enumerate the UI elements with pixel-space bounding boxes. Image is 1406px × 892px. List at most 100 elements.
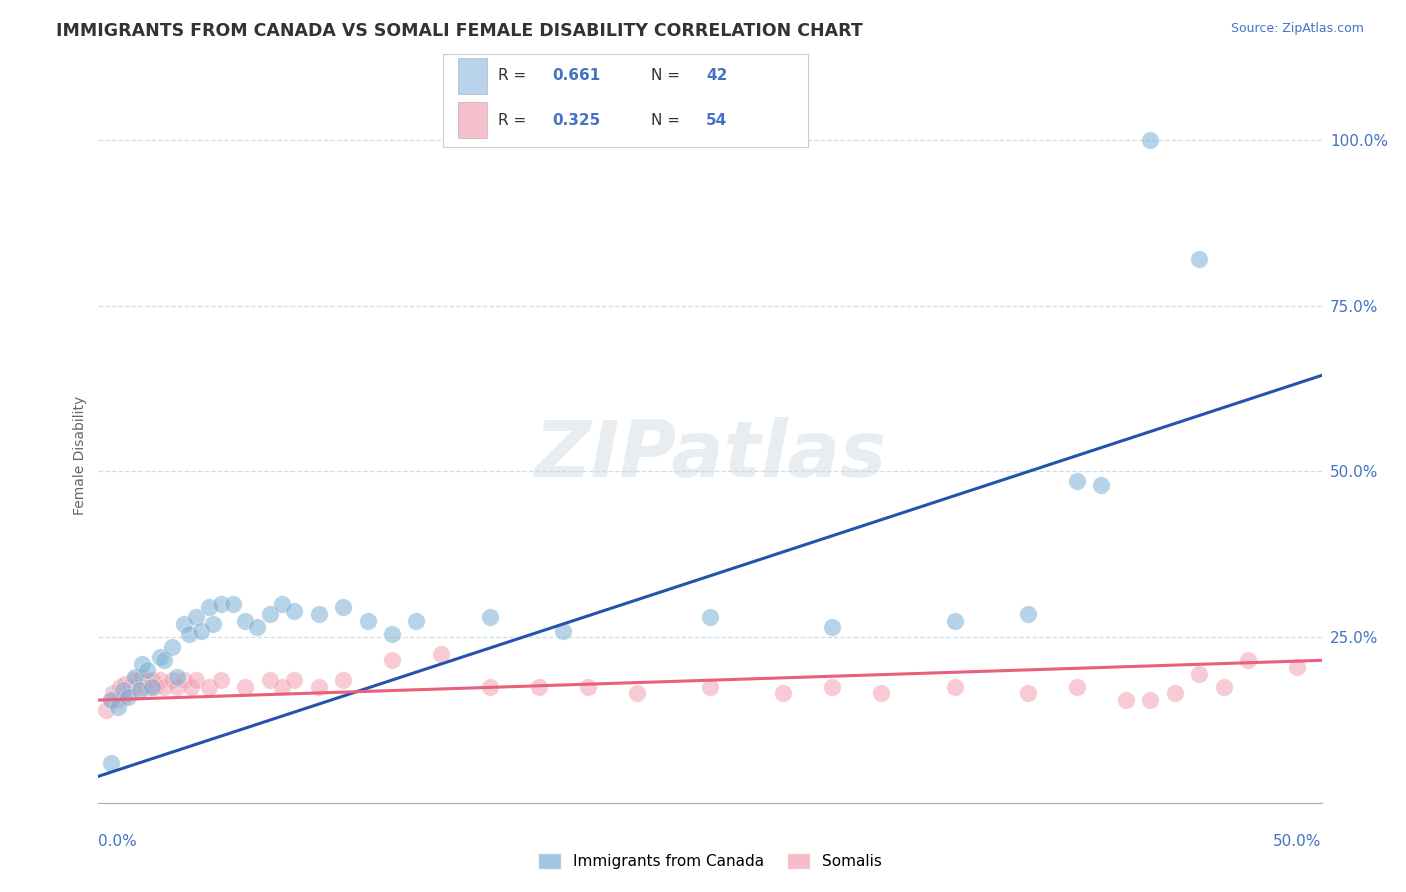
Point — [160, 640, 183, 654]
Point — [332, 673, 354, 688]
Point — [233, 680, 256, 694]
Text: 0.661: 0.661 — [553, 69, 600, 84]
Point — [1286, 660, 1309, 674]
Point — [131, 670, 153, 684]
Point — [110, 680, 132, 694]
Point — [186, 610, 208, 624]
Text: 50.0%: 50.0% — [1274, 834, 1322, 849]
Text: Source: ZipAtlas.com: Source: ZipAtlas.com — [1230, 22, 1364, 36]
Text: R =: R = — [498, 112, 531, 128]
Point — [1017, 607, 1039, 621]
Point — [699, 680, 721, 694]
Point — [177, 627, 200, 641]
Point — [626, 686, 648, 700]
Text: 54: 54 — [706, 112, 727, 128]
Point — [143, 680, 166, 694]
Point — [1066, 475, 1088, 489]
Point — [153, 653, 176, 667]
Point — [209, 597, 232, 611]
Point — [107, 693, 129, 707]
Point — [222, 597, 245, 611]
Point — [117, 690, 139, 704]
Point — [1090, 477, 1112, 491]
Legend: Immigrants from Canada, Somalis: Immigrants from Canada, Somalis — [531, 847, 889, 875]
Point — [308, 680, 330, 694]
Point — [478, 610, 501, 624]
Point — [127, 673, 149, 688]
Point — [699, 610, 721, 624]
Point — [141, 673, 163, 688]
Point — [149, 650, 172, 665]
Text: N =: N = — [651, 69, 685, 84]
Point — [202, 616, 225, 631]
Point — [129, 683, 152, 698]
Point — [117, 686, 139, 700]
Point — [173, 616, 195, 631]
Text: IMMIGRANTS FROM CANADA VS SOMALI FEMALE DISABILITY CORRELATION CHART: IMMIGRANTS FROM CANADA VS SOMALI FEMALE … — [56, 22, 863, 40]
Point — [1188, 252, 1211, 267]
Point — [197, 680, 219, 694]
Point — [381, 653, 404, 667]
Point — [1188, 666, 1211, 681]
Point — [111, 690, 134, 704]
Point — [870, 686, 893, 700]
Point — [190, 624, 212, 638]
Point — [1066, 680, 1088, 694]
Point — [233, 614, 256, 628]
Point — [100, 756, 122, 770]
Point — [1164, 686, 1187, 700]
Point — [107, 699, 129, 714]
Point — [553, 624, 575, 638]
Text: ZIPatlas: ZIPatlas — [534, 417, 886, 493]
Point — [160, 673, 183, 688]
Point — [1212, 680, 1234, 694]
Point — [100, 693, 122, 707]
Point — [381, 627, 404, 641]
Point — [166, 680, 188, 694]
Point — [405, 614, 427, 628]
Point — [114, 676, 136, 690]
Point — [332, 600, 354, 615]
Point — [120, 680, 142, 694]
Point — [259, 673, 281, 688]
Text: 42: 42 — [706, 69, 727, 84]
Point — [283, 673, 305, 688]
Point — [129, 680, 152, 694]
Point — [173, 673, 195, 688]
Point — [576, 680, 599, 694]
Point — [821, 680, 844, 694]
Point — [1017, 686, 1039, 700]
Point — [270, 680, 294, 694]
Point — [139, 680, 162, 694]
Point — [197, 600, 219, 615]
Point — [124, 670, 146, 684]
Point — [134, 680, 156, 694]
Point — [153, 680, 176, 694]
Point — [111, 683, 134, 698]
Point — [1139, 133, 1161, 147]
Point — [772, 686, 794, 700]
Point — [259, 607, 281, 621]
Point — [943, 614, 966, 628]
Text: 0.0%: 0.0% — [98, 834, 138, 849]
Point — [186, 673, 208, 688]
Point — [270, 597, 294, 611]
Point — [246, 620, 269, 634]
Point — [101, 686, 124, 700]
Point — [94, 703, 117, 717]
Point — [527, 680, 550, 694]
Point — [430, 647, 453, 661]
Point — [136, 663, 159, 677]
Y-axis label: Female Disability: Female Disability — [73, 395, 87, 515]
Point — [100, 693, 122, 707]
Text: R =: R = — [498, 69, 531, 84]
Point — [1139, 693, 1161, 707]
Point — [149, 673, 172, 688]
Bar — [457, 103, 486, 138]
Point — [308, 607, 330, 621]
Point — [136, 673, 159, 688]
Point — [1115, 693, 1137, 707]
Text: 0.325: 0.325 — [553, 112, 600, 128]
Point — [356, 614, 378, 628]
Point — [180, 680, 202, 694]
